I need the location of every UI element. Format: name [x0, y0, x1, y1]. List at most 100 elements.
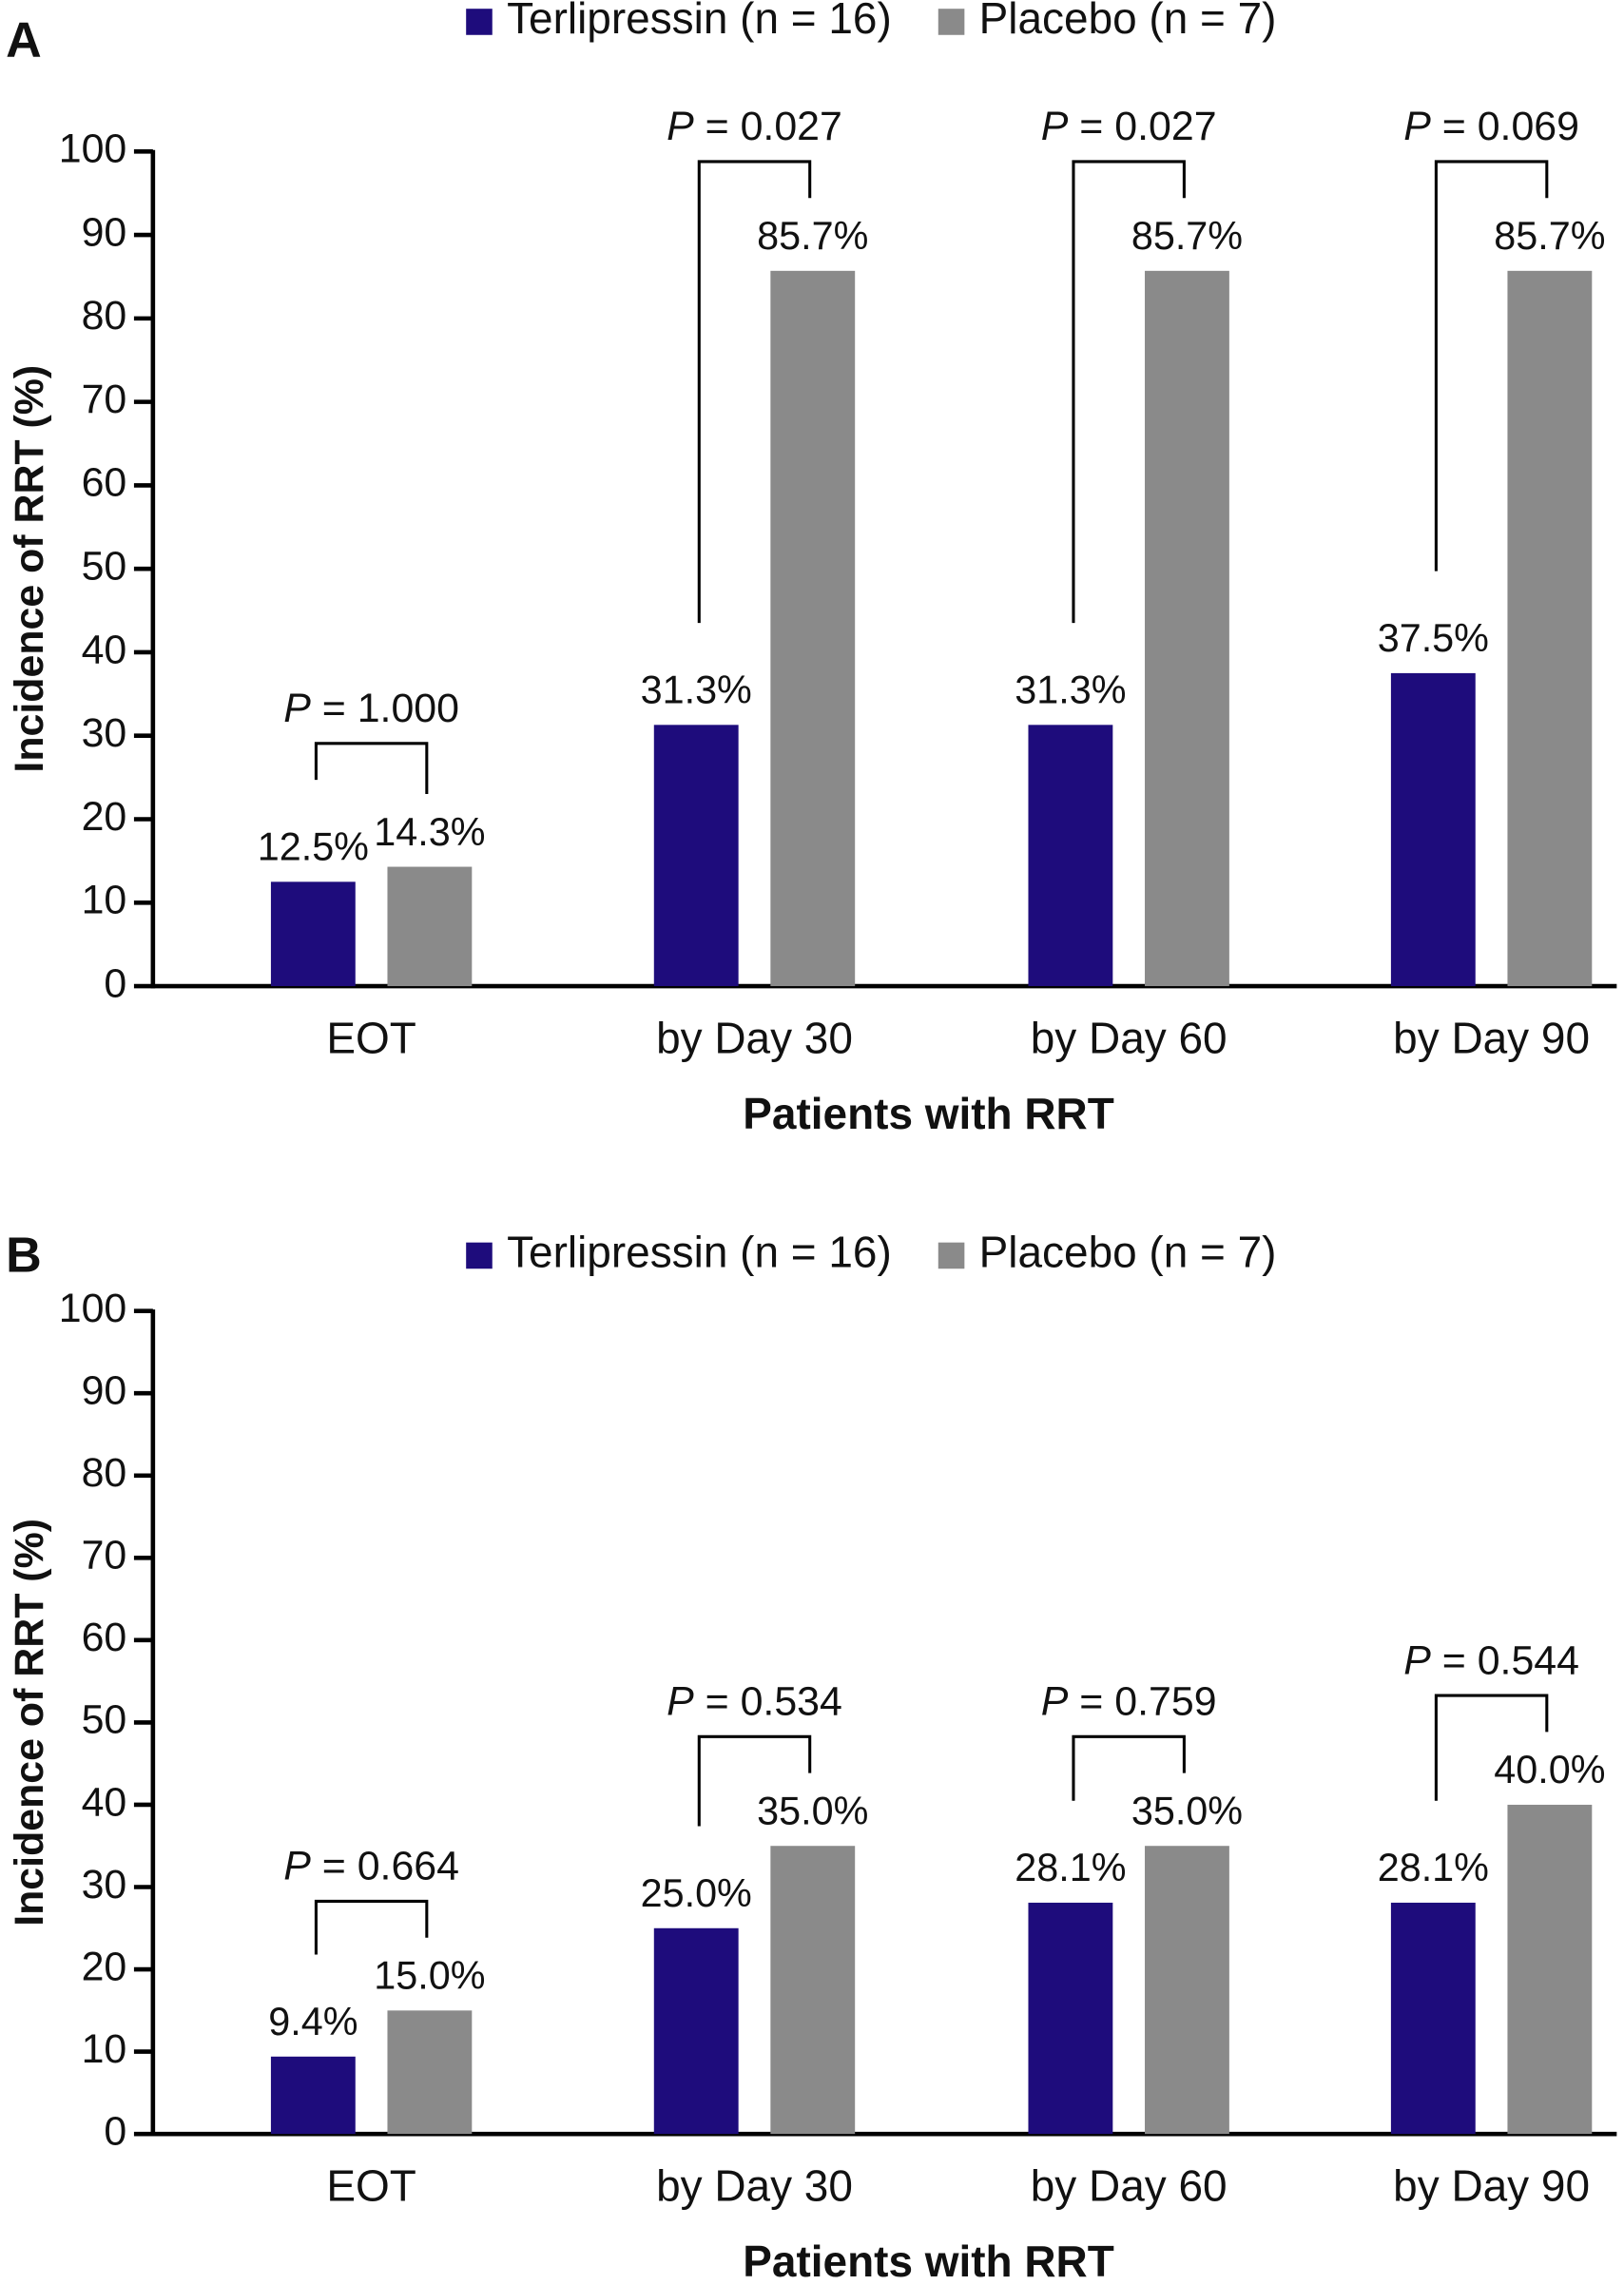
p-symbol: P	[1403, 1638, 1431, 1684]
x-tick-label: by Day 90	[1393, 2160, 1590, 2210]
y-tick-label: 50	[82, 1697, 127, 1743]
bar	[270, 881, 356, 987]
p-bracket	[697, 160, 812, 624]
data-label: 35.0%	[757, 1789, 868, 1832]
data-label: 35.0%	[1131, 1789, 1243, 1832]
p-value: P = 0.759	[1041, 1679, 1217, 1725]
p-symbol: P	[283, 686, 311, 731]
p-bracket	[1434, 1694, 1549, 1801]
bar	[1507, 1804, 1593, 2135]
data-label: 31.3%	[1015, 668, 1126, 712]
y-tick-label: 80	[82, 1450, 127, 1496]
legend-label: Placebo (n = 7)	[979, 1228, 1277, 1277]
x-axis-title: Patients with RRT	[743, 1089, 1113, 1138]
y-tick-label: 20	[82, 1944, 127, 1989]
p-bracket	[314, 1899, 429, 1955]
y-axis-title: Incidence of RRT (%)	[7, 365, 52, 773]
panel-letter: A	[6, 13, 42, 68]
y-tick-label: 10	[82, 2026, 127, 2072]
y-tick-label: 70	[82, 1533, 127, 1578]
x-tick-label: by Day 60	[1031, 1013, 1228, 1062]
p-value: P = 0.544	[1403, 1638, 1579, 1684]
x-tick-label: by Day 90	[1393, 1013, 1590, 1062]
data-label: 9.4%	[268, 2000, 358, 2043]
legend-swatch	[938, 1242, 965, 1269]
y-tick-label: 80	[82, 293, 127, 339]
p-rest: = 0.664	[311, 1844, 459, 1889]
p-rest: = 0.759	[1068, 1679, 1216, 1725]
legend-swatch	[938, 9, 965, 35]
y-tick-label: 70	[82, 377, 127, 422]
y-tick-label: 40	[82, 1779, 127, 1825]
y-tick-label: 0	[104, 2108, 126, 2154]
y-tick-label: 20	[82, 794, 127, 840]
p-symbol: P	[283, 1844, 311, 1889]
bar	[387, 2010, 473, 2135]
p-rest: = 0.069	[1431, 105, 1579, 150]
p-rest: = 0.027	[1068, 105, 1216, 150]
p-value: P = 0.534	[667, 1679, 842, 1725]
y-tick-label: 0	[104, 960, 126, 1006]
p-bracket	[1434, 160, 1549, 571]
data-label: 85.7%	[1494, 214, 1605, 258]
data-label: 15.0%	[374, 1954, 485, 1998]
x-tick-label: by Day 60	[1031, 2160, 1228, 2210]
legend-label: Terlipressin (n = 16)	[507, 0, 892, 43]
data-label: 85.7%	[1131, 214, 1243, 258]
bar	[770, 270, 856, 987]
y-tick-label: 10	[82, 878, 127, 923]
p-value: P = 0.664	[283, 1844, 459, 1889]
bar	[270, 2056, 356, 2135]
y-tick-label: 60	[82, 1615, 127, 1660]
data-label: 37.5%	[1378, 616, 1489, 660]
x-axis-title: Patients with RRT	[743, 2237, 1113, 2285]
legend-swatch	[466, 9, 493, 35]
bar	[1145, 1846, 1229, 2135]
p-symbol: P	[667, 1679, 694, 1725]
bar	[1145, 270, 1229, 987]
p-bracket	[697, 1734, 812, 1827]
x-tick-label: by Day 30	[656, 1013, 853, 1062]
p-value: P = 0.027	[1041, 105, 1217, 150]
panel-letter: B	[6, 1228, 42, 1283]
y-tick-label: 100	[59, 126, 127, 172]
legend-swatch	[466, 1242, 493, 1269]
data-label: 31.3%	[641, 668, 752, 712]
y-tick-label: 90	[82, 1368, 127, 1414]
p-value: P = 0.027	[667, 105, 842, 150]
y-tick-label: 30	[82, 710, 127, 756]
data-label: 14.3%	[374, 810, 485, 854]
bar	[1390, 1902, 1476, 2135]
bar	[1028, 725, 1113, 987]
bar	[1507, 270, 1593, 987]
y-tick-label: 40	[82, 627, 127, 672]
y-tick-label: 100	[59, 1286, 127, 1331]
data-label: 40.0%	[1494, 1748, 1605, 1791]
x-tick-label: EOT	[326, 2160, 416, 2210]
p-rest: = 0.534	[694, 1679, 842, 1725]
p-rest: = 0.027	[694, 105, 842, 150]
x-tick-label: by Day 30	[656, 2160, 853, 2210]
y-tick-label: 60	[82, 460, 127, 506]
p-rest: = 0.544	[1431, 1638, 1579, 1684]
p-rest: = 1.000	[311, 686, 459, 731]
legend-label: Terlipressin (n = 16)	[507, 1228, 892, 1277]
x-tick-label: EOT	[326, 1013, 416, 1062]
bar	[653, 725, 739, 987]
y-axis-title: Incidence of RRT (%)	[7, 1519, 52, 1927]
bar	[1028, 1902, 1113, 2135]
data-label: 85.7%	[757, 214, 868, 258]
y-tick-label: 90	[82, 209, 127, 255]
legend-label: Placebo (n = 7)	[979, 0, 1277, 43]
bar	[1390, 672, 1476, 987]
p-symbol: P	[1403, 105, 1431, 150]
p-symbol: P	[1041, 1679, 1069, 1725]
y-tick-label: 50	[82, 544, 127, 590]
bar	[653, 1927, 739, 2135]
y-tick-label: 30	[82, 1862, 127, 1907]
p-bracket	[314, 742, 429, 794]
data-label: 28.1%	[1378, 1846, 1489, 1889]
data-label: 28.1%	[1015, 1846, 1126, 1889]
